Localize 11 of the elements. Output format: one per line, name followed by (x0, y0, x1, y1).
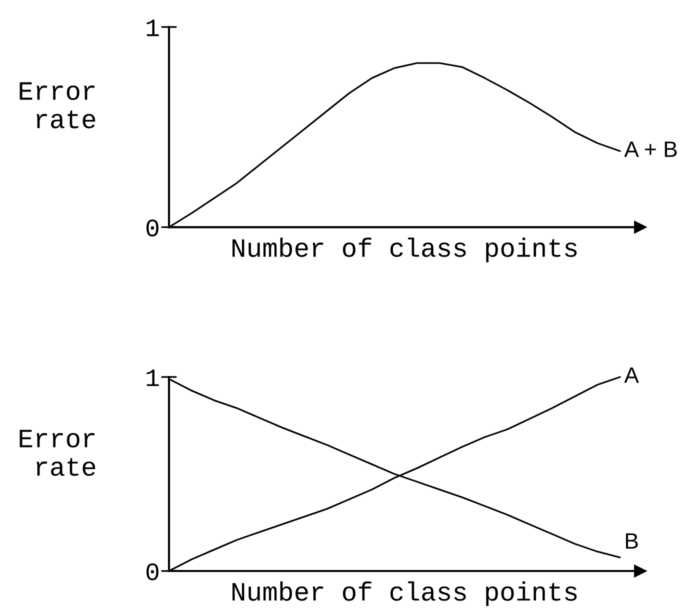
y-axis-title: Error rate (20, 82, 96, 128)
series-label: B (626, 533, 638, 549)
y-tick-label: 1 (146, 20, 159, 36)
series-label: A + B (624, 142, 677, 157)
x-axis-title: Number of class points (232, 581, 577, 606)
x-axis-title: Number of class points (232, 238, 577, 262)
y-tick-label: 0 (146, 563, 158, 580)
y-tick-label: 1 (146, 370, 159, 386)
y-tick-label: 0 (146, 220, 158, 236)
series-label: A (624, 367, 639, 383)
y-axis-title: Error rate (20, 430, 96, 476)
